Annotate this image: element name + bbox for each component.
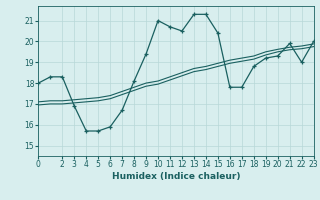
- X-axis label: Humidex (Indice chaleur): Humidex (Indice chaleur): [112, 172, 240, 181]
